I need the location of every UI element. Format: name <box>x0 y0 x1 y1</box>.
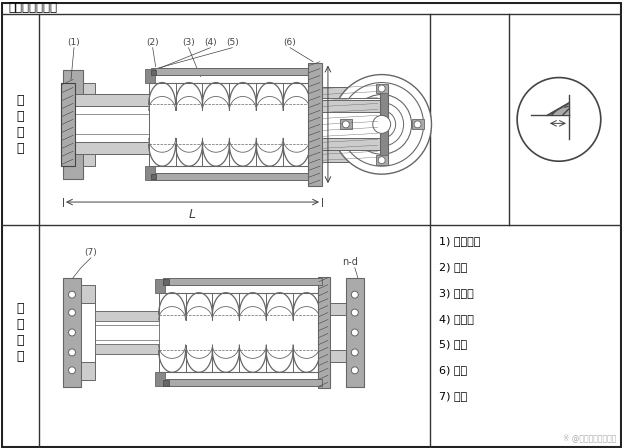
Bar <box>322 99 379 150</box>
Bar <box>75 95 149 154</box>
Bar <box>81 284 95 380</box>
Bar <box>340 119 352 129</box>
Text: S: S <box>553 127 561 138</box>
Bar <box>322 100 379 112</box>
Text: (5): (5) <box>226 38 239 47</box>
Circle shape <box>368 110 396 138</box>
Bar <box>151 69 156 74</box>
Text: 接: 接 <box>16 142 24 155</box>
Bar <box>330 314 346 350</box>
Text: 法: 法 <box>16 302 24 315</box>
Circle shape <box>378 85 385 92</box>
Bar <box>346 278 364 387</box>
Text: 5) 销轴: 5) 销轴 <box>439 340 468 349</box>
Text: (6): (6) <box>283 38 297 47</box>
Text: 连: 连 <box>16 334 24 347</box>
Bar <box>151 174 156 179</box>
Bar <box>63 69 83 179</box>
Bar <box>330 302 346 362</box>
Circle shape <box>332 74 432 174</box>
Text: 兰: 兰 <box>16 318 24 331</box>
Bar <box>75 142 149 154</box>
Text: 4) 圆环板: 4) 圆环板 <box>439 314 474 323</box>
Bar <box>75 95 149 107</box>
Circle shape <box>351 291 358 298</box>
Text: 接: 接 <box>16 350 24 363</box>
Text: 管: 管 <box>16 110 24 123</box>
Bar <box>81 302 95 362</box>
Text: 6) 立板: 6) 立板 <box>439 365 468 375</box>
Text: 接: 接 <box>16 94 24 107</box>
Bar <box>163 278 322 284</box>
Circle shape <box>378 157 385 164</box>
Circle shape <box>343 121 350 128</box>
Bar <box>155 372 164 386</box>
Bar <box>95 310 159 354</box>
Text: ※ @巩义恒昌伸缩接头: ※ @巩义恒昌伸缩接头 <box>563 433 617 442</box>
Bar <box>163 379 322 386</box>
Circle shape <box>352 95 412 154</box>
Circle shape <box>360 103 404 146</box>
Text: 2) 拉板: 2) 拉板 <box>439 262 468 272</box>
Bar <box>155 279 164 293</box>
Bar <box>379 85 388 164</box>
Bar <box>145 69 155 82</box>
Bar <box>322 138 379 150</box>
Text: 30°: 30° <box>551 92 567 101</box>
Text: (4): (4) <box>204 38 217 47</box>
Text: 一、结构简图：: 一、结构简图： <box>8 1 57 14</box>
Circle shape <box>69 329 75 336</box>
Bar <box>412 119 424 129</box>
Circle shape <box>69 291 75 298</box>
Text: n-d: n-d <box>342 257 358 267</box>
Circle shape <box>69 309 75 316</box>
Bar <box>322 86 379 162</box>
Bar <box>308 63 322 186</box>
Text: H: H <box>332 117 340 127</box>
Text: 1) 工作接管: 1) 工作接管 <box>439 236 481 246</box>
Circle shape <box>351 309 358 316</box>
Text: 3) 波纹管: 3) 波纹管 <box>439 288 474 297</box>
Text: 7) 法兰: 7) 法兰 <box>439 391 468 401</box>
Circle shape <box>517 78 601 161</box>
Bar <box>145 166 155 180</box>
Text: L: L <box>189 208 196 221</box>
Bar <box>376 83 388 94</box>
Circle shape <box>373 116 391 134</box>
Bar <box>83 82 95 166</box>
Circle shape <box>69 349 75 356</box>
Text: (1): (1) <box>68 38 80 47</box>
Circle shape <box>351 367 358 374</box>
Bar <box>151 68 315 74</box>
Text: (3): (3) <box>182 38 195 47</box>
Bar <box>95 310 159 320</box>
Text: (7): (7) <box>85 248 97 257</box>
Circle shape <box>351 349 358 356</box>
Text: (2): (2) <box>146 38 159 47</box>
Bar <box>95 345 159 354</box>
Bar <box>163 380 169 386</box>
Polygon shape <box>547 103 569 116</box>
Bar <box>163 279 169 284</box>
Bar <box>63 278 81 387</box>
Circle shape <box>351 329 358 336</box>
Circle shape <box>69 367 75 374</box>
Text: 连: 连 <box>16 126 24 139</box>
Circle shape <box>414 121 421 128</box>
Bar <box>151 173 315 180</box>
Bar <box>376 155 388 165</box>
Bar <box>318 277 330 388</box>
Bar <box>61 82 75 166</box>
Circle shape <box>340 82 424 166</box>
